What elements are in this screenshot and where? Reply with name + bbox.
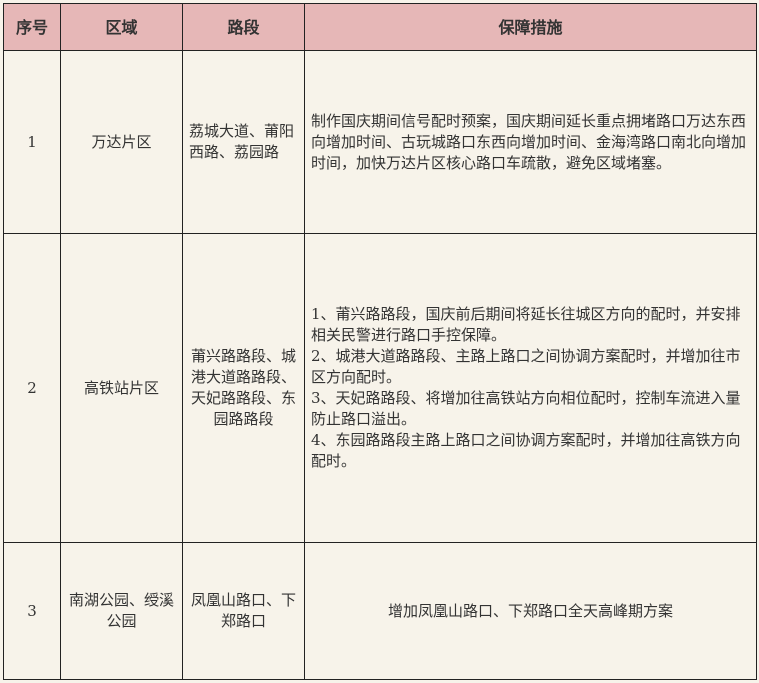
cell-area: 南湖公园、绶溪公园 bbox=[60, 542, 183, 680]
cell-measures: 制作国庆期间信号配时预案，国庆期间延长重点拥堵路口万达东西向增加时间、古玩城路口… bbox=[304, 50, 757, 234]
cell-area: 万达片区 bbox=[60, 50, 183, 234]
cell-roads: 凤凰山路口、下郑路口 bbox=[182, 542, 305, 680]
header-area: 区域 bbox=[60, 3, 183, 51]
table-row: 3 南湖公园、绶溪公园 凤凰山路口、下郑路口 增加凤凰山路口、下郑路口全天高峰期… bbox=[3, 542, 757, 680]
cell-measures: 增加凤凰山路口、下郑路口全天高峰期方案 bbox=[304, 542, 757, 680]
cell-measures: 1、莆兴路路段，国庆前后期间将延长往城区方向的配时，并安排相关民警进行路口手控保… bbox=[304, 233, 757, 543]
measure-item: 3、天妃路路段、将增加往高铁站方向相位配时，控制车流进入量防止路口溢出。 bbox=[311, 389, 741, 428]
cell-roads: 荔城大道、莆阳西路、荔园路 bbox=[182, 50, 305, 234]
header-measures: 保障措施 bbox=[304, 3, 757, 51]
table-header-row: 序号 区域 路段 保障措施 bbox=[3, 3, 757, 51]
cell-no: 2 bbox=[3, 233, 61, 543]
measure-item: 4、东园路路段主路上路口之间协调方案配时，并增加往高铁方向配时。 bbox=[311, 431, 741, 470]
table-row: 1 万达片区 荔城大道、莆阳西路、荔园路 制作国庆期间信号配时预案，国庆期间延长… bbox=[3, 50, 757, 234]
header-roads: 路段 bbox=[182, 3, 305, 51]
table-row: 2 高铁站片区 莆兴路路段、城港大道路路段、天妃路路段、东园路路段 1、莆兴路路… bbox=[3, 233, 757, 543]
header-no: 序号 bbox=[3, 3, 61, 51]
cell-roads: 莆兴路路段、城港大道路路段、天妃路路段、东园路路段 bbox=[182, 233, 305, 543]
measure-item: 1、莆兴路路段，国庆前后期间将延长往城区方向的配时，并安排相关民警进行路口手控保… bbox=[311, 305, 741, 344]
cell-no: 1 bbox=[3, 50, 61, 234]
cell-area: 高铁站片区 bbox=[60, 233, 183, 543]
cell-no: 3 bbox=[3, 542, 61, 680]
measures-table: 序号 区域 路段 保障措施 1 万达片区 荔城大道、莆阳西路、荔园路 制作国庆期… bbox=[3, 3, 757, 680]
measure-item: 2、城港大道路路段、主路上路口之间协调方案配时，并增加往市区方向配时。 bbox=[311, 347, 741, 386]
